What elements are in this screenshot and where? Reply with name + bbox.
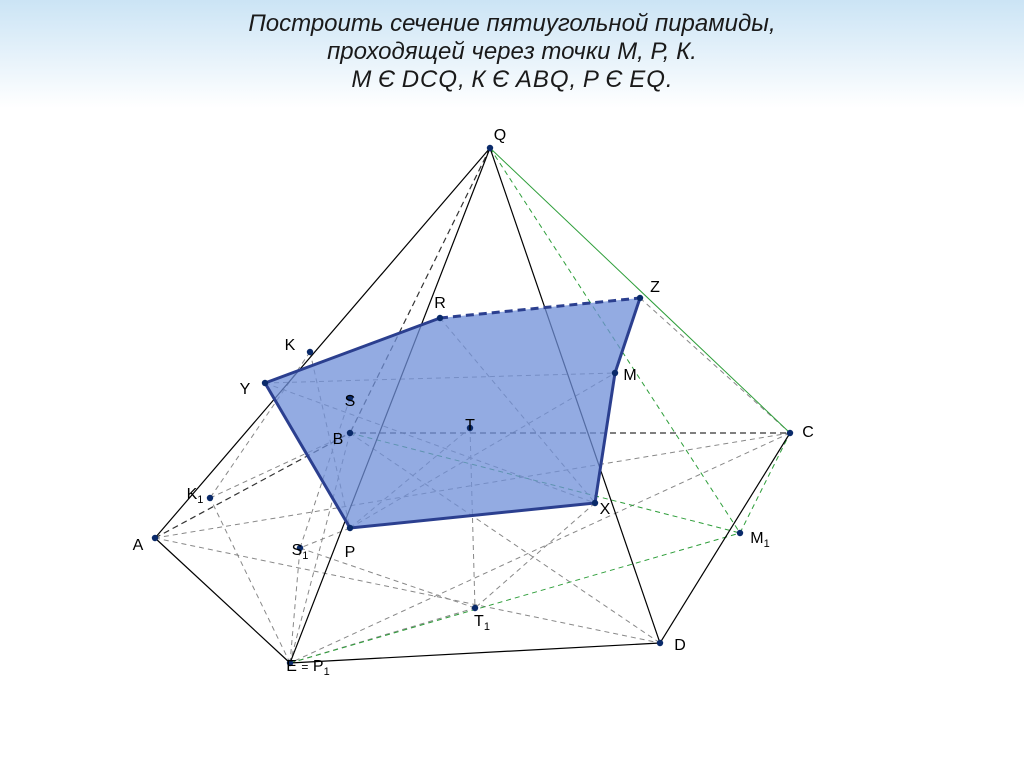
- label-B: B: [333, 431, 344, 449]
- label-Y: Y: [240, 381, 251, 399]
- title-header: Построить сечение пятиугольной пирамиды,…: [0, 0, 1024, 108]
- label-Q: Q: [494, 127, 506, 145]
- label-A: A: [133, 537, 144, 555]
- label-S: S1: [292, 542, 309, 562]
- label-C: C: [802, 424, 814, 442]
- title-line-3: М Є DCQ, К Є ABQ, Р Є EQ.: [0, 66, 1024, 94]
- diagram: QABCDEKRZMYSTXPK1S1M1T1E = P1: [0, 108, 1024, 748]
- label-M: M: [623, 367, 636, 385]
- label-T: T: [465, 417, 475, 435]
- title-line-1: Построить сечение пятиугольной пирамиды,: [0, 10, 1024, 38]
- geometry-svg: [0, 108, 1024, 748]
- label-E-P1: E = P1: [286, 658, 329, 678]
- label-K: K1: [187, 486, 204, 506]
- label-K: K: [285, 337, 296, 355]
- title-line-2: проходящей через точки М, Р, К.: [0, 38, 1024, 66]
- label-R: R: [434, 295, 446, 313]
- label-P: P: [345, 544, 356, 562]
- label-M: M1: [750, 530, 769, 550]
- label-S: S: [345, 393, 356, 411]
- label-T: T1: [474, 613, 490, 633]
- label-X: X: [600, 501, 611, 519]
- label-Z: Z: [650, 279, 660, 297]
- label-D: D: [674, 637, 686, 655]
